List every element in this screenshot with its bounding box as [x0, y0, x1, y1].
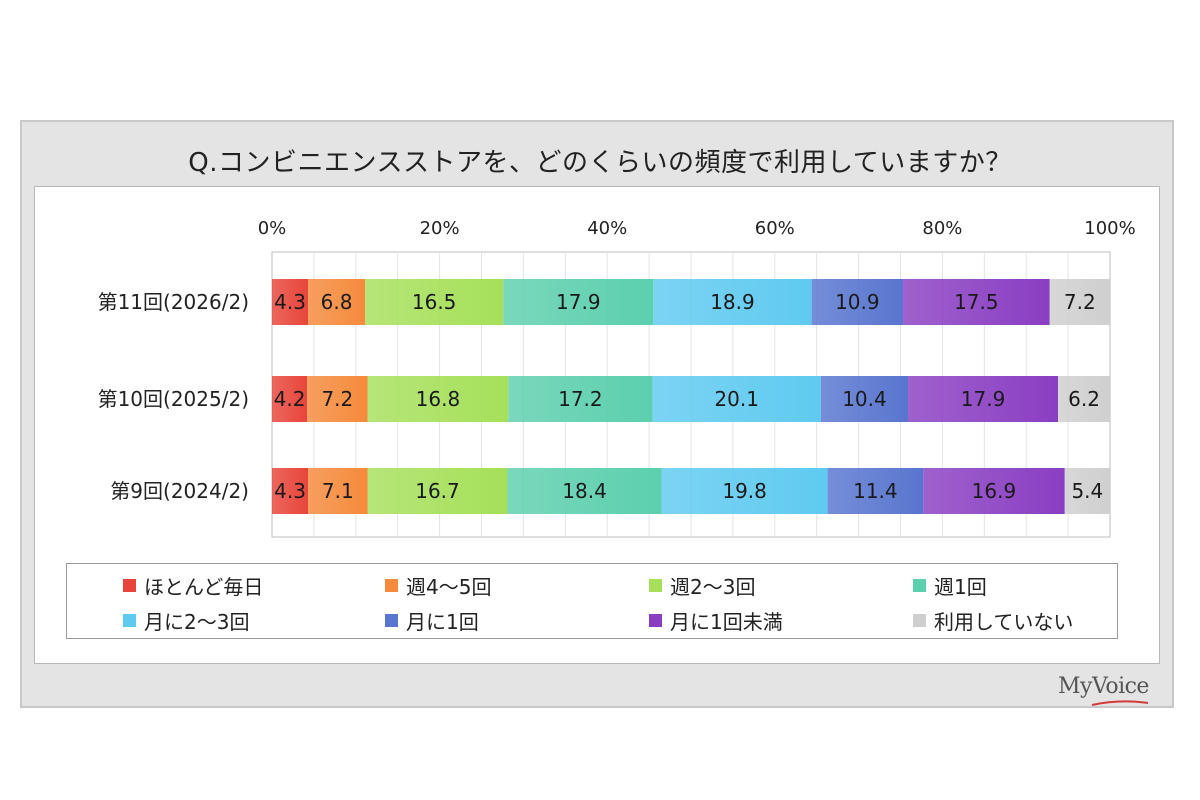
data-label: 17.9 — [556, 290, 601, 314]
legend-label: 週1回 — [934, 575, 987, 599]
x-tick-label: 0% — [258, 218, 287, 239]
legend-label: ほとんど毎日 — [144, 575, 264, 599]
legend-item: 週4～5回 — [385, 571, 491, 600]
category-label: 第9回(2024/2) — [110, 479, 249, 503]
legend-item: 月に1回未満 — [649, 606, 783, 635]
legend-swatch — [123, 614, 136, 627]
bar-segment — [272, 279, 309, 325]
bar-segment — [272, 468, 309, 514]
x-tick-label: 100% — [1084, 218, 1135, 239]
legend-item: 月に1回 — [385, 606, 479, 635]
legend-item: ほとんど毎日 — [123, 571, 263, 600]
bar-segment — [661, 468, 828, 514]
data-label: 4.2 — [274, 387, 306, 411]
bar-segment — [908, 376, 1059, 422]
bar-segment — [652, 376, 821, 422]
bar-segment — [272, 376, 308, 422]
bar-segment — [367, 468, 508, 514]
legend: ほとんど毎日 週4～5回 週2～3回 週1回月に2～3回 月に1回 月に1回未満 利用してい… — [66, 563, 1118, 639]
data-label: 19.8 — [722, 479, 767, 503]
data-label: 16.8 — [416, 387, 461, 411]
bar-segment — [503, 279, 654, 325]
data-label: 17.5 — [954, 290, 999, 314]
data-label: 18.4 — [562, 479, 607, 503]
bar-segment — [308, 468, 368, 514]
data-label: 16.5 — [412, 290, 457, 314]
legend-item: 週1回 — [913, 571, 987, 600]
data-label: 17.9 — [961, 387, 1006, 411]
bar-segment — [903, 279, 1050, 325]
legend-label: 月に1回 — [406, 610, 479, 634]
chart-title: Q.コンビニエンスストアを、どのくらいの頻度で利用していますか？ — [188, 148, 1012, 178]
bar-segment — [1064, 468, 1110, 514]
x-tick-label: 80% — [922, 218, 962, 239]
data-label: 7.1 — [322, 479, 354, 503]
legend-label: 月に2～3回 — [144, 610, 250, 634]
data-label: 10.4 — [842, 387, 887, 411]
bar-segment — [365, 279, 504, 325]
data-label: 18.9 — [710, 290, 755, 314]
bar-segment — [1049, 279, 1110, 325]
bar-segment — [508, 376, 653, 422]
legend-swatch — [385, 614, 398, 627]
data-label: 10.9 — [835, 290, 880, 314]
bar-segment — [820, 376, 909, 422]
legend-item: 月に2～3回 — [123, 606, 249, 635]
legend-swatch — [385, 579, 398, 592]
x-tick-label: 40% — [587, 218, 627, 239]
bar-segment — [1058, 376, 1110, 422]
data-label: 7.2 — [321, 387, 353, 411]
x-tick-label: 20% — [420, 218, 460, 239]
data-label: 6.8 — [321, 290, 353, 314]
legend-swatch — [123, 579, 136, 592]
data-label: 4.3 — [274, 479, 306, 503]
data-label: 16.7 — [415, 479, 460, 503]
category-label: 第11回(2026/2) — [98, 290, 249, 314]
legend-swatch — [913, 614, 926, 627]
brand-swoosh-icon — [1091, 700, 1149, 706]
data-label: 7.2 — [1064, 290, 1096, 314]
bar-segment — [827, 468, 924, 514]
bar-segment — [367, 376, 509, 422]
bar-segment — [308, 279, 366, 325]
legend-item: 利用していない — [913, 606, 1073, 635]
bar-segment — [507, 468, 662, 514]
data-label: 4.3 — [274, 290, 306, 314]
brand-logo: MyVoice — [1058, 674, 1149, 699]
x-tick-label: 60% — [755, 218, 795, 239]
category-label: 第10回(2025/2) — [98, 387, 249, 411]
legend-swatch — [913, 579, 926, 592]
data-label: 11.4 — [853, 479, 898, 503]
data-label: 20.1 — [714, 387, 759, 411]
legend-label: 週4～5回 — [406, 575, 492, 599]
legend-swatch — [649, 614, 662, 627]
bar-segment — [811, 279, 904, 325]
data-label: 6.2 — [1068, 387, 1100, 411]
legend-item: 週2～3回 — [649, 571, 755, 600]
legend-label: 週2～3回 — [670, 575, 756, 599]
bar-segment — [653, 279, 812, 325]
bar-segment — [923, 468, 1065, 514]
legend-label: 月に1回未満 — [670, 610, 783, 634]
data-label: 5.4 — [1071, 479, 1103, 503]
data-label: 16.9 — [972, 479, 1017, 503]
data-label: 17.2 — [558, 387, 603, 411]
bar-segment — [307, 376, 368, 422]
legend-swatch — [649, 579, 662, 592]
legend-label: 利用していない — [934, 610, 1074, 634]
